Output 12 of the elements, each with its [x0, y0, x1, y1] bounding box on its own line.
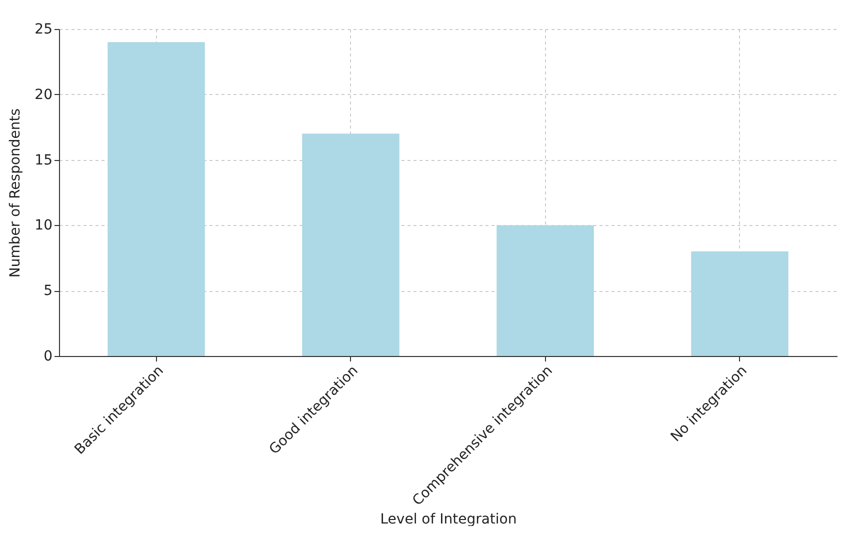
y-tick-label: 10	[34, 218, 52, 234]
y-tick-label: 20	[34, 86, 52, 103]
y-tick-label: 25	[34, 22, 52, 38]
bar	[691, 251, 788, 356]
y-tick-label: 5	[44, 283, 52, 300]
bar	[302, 134, 400, 356]
y-tick-label: 15	[34, 152, 52, 168]
y-tick-label: 0	[44, 348, 52, 364]
y-axis-title: Number of Respondents	[8, 108, 24, 278]
bar	[108, 42, 205, 356]
bar	[496, 225, 594, 356]
x-axis-title: Level of Integration	[380, 511, 517, 528]
